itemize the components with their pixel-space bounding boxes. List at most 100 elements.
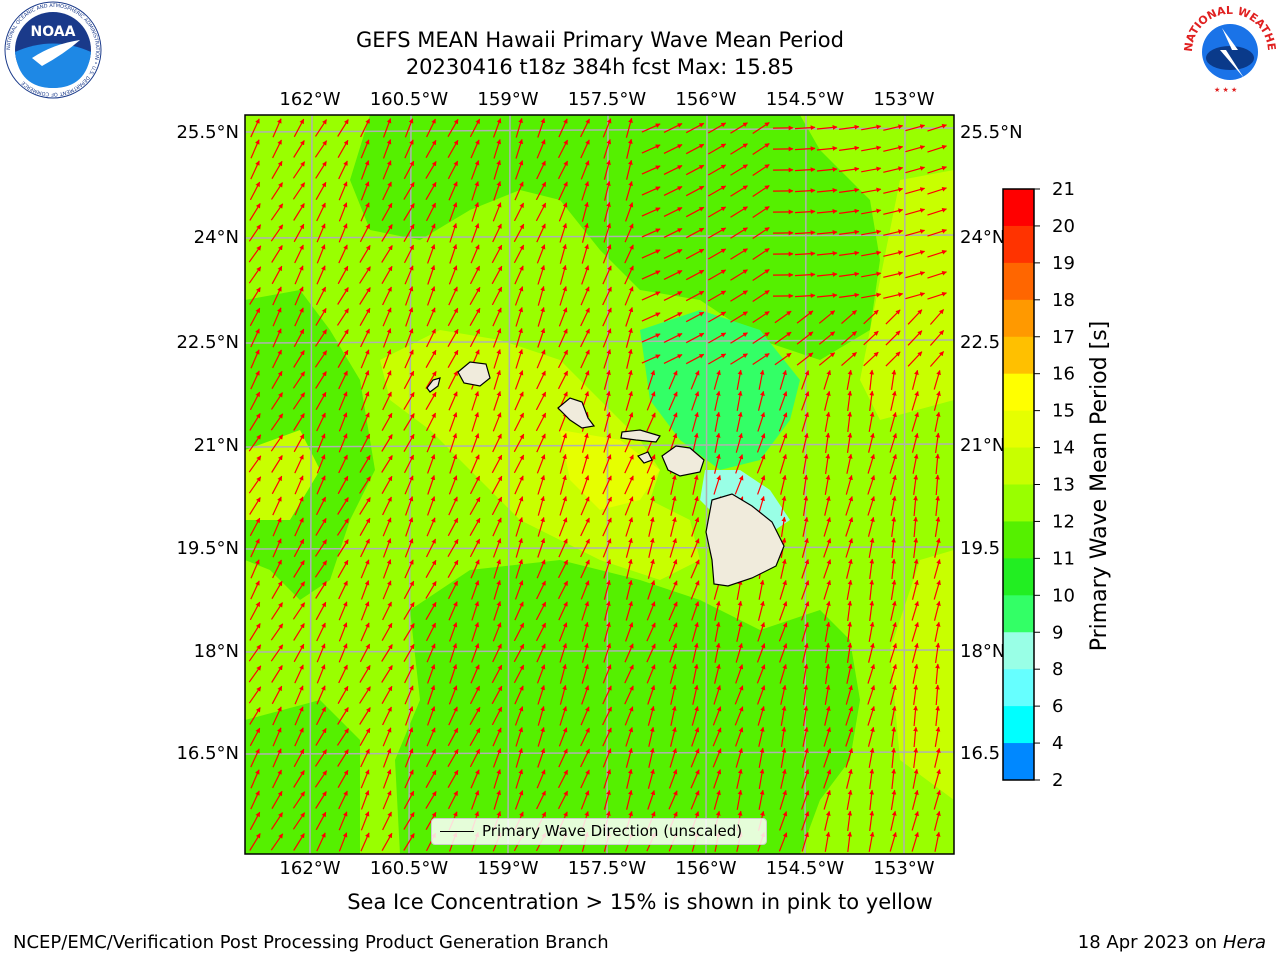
wave-direction-arrow <box>315 496 327 516</box>
wave-direction-arrow <box>403 181 415 200</box>
wave-direction-arrow <box>756 643 766 663</box>
colorbar-segment <box>1003 706 1034 744</box>
wave-direction-arrow <box>735 727 744 747</box>
wave-direction-arrow <box>314 770 328 788</box>
wave-direction-arrow <box>535 181 547 201</box>
wave-direction-arrow <box>272 748 282 768</box>
wave-direction-arrow <box>248 434 262 452</box>
wave-direction-arrow <box>714 642 721 663</box>
wave-direction-arrow <box>471 391 480 411</box>
wave-direction-arrow <box>625 622 634 642</box>
wave-direction-arrow <box>492 643 502 663</box>
wave-direction-arrow <box>736 390 743 411</box>
wave-direction-arrow <box>535 412 547 432</box>
wave-direction-arrow <box>293 623 305 641</box>
wave-direction-arrow <box>557 370 569 390</box>
wave-direction-arrow <box>557 139 569 159</box>
wave-direction-arrow <box>249 497 261 515</box>
colorbar-segment <box>1003 484 1034 522</box>
wave-direction-arrow <box>801 790 810 810</box>
wave-direction-arrow <box>780 705 787 726</box>
wave-direction-arrow <box>839 145 860 151</box>
wave-direction-arrow <box>448 685 458 705</box>
wave-direction-arrow <box>933 810 941 831</box>
wave-direction-arrow <box>249 727 261 747</box>
wave-direction-arrow <box>911 432 919 453</box>
wave-direction-arrow <box>405 496 414 516</box>
wave-direction-arrow <box>845 747 854 768</box>
wave-direction-arrow <box>250 769 260 789</box>
wave-direction-arrow <box>449 223 458 243</box>
wave-direction-arrow <box>249 181 261 201</box>
wave-direction-arrow <box>625 747 633 768</box>
wave-direction-arrow <box>360 139 370 159</box>
wave-direction-arrow <box>427 496 436 516</box>
colorbar-segment <box>1003 189 1034 227</box>
wave-direction-arrow <box>625 537 633 558</box>
wave-direction-arrow <box>249 811 261 831</box>
wave-direction-arrow <box>470 244 480 264</box>
wave-direction-arrow <box>867 516 875 537</box>
wave-direction-arrow <box>714 432 721 453</box>
wave-direction-arrow <box>647 790 656 810</box>
wave-direction-arrow <box>927 291 947 300</box>
wave-direction-arrow <box>861 229 882 236</box>
wave-direction-arrow <box>692 684 699 705</box>
wave-direction-arrow <box>624 475 634 495</box>
wave-direction-arrow <box>624 286 634 306</box>
wave-direction-arrow <box>581 201 589 222</box>
wave-direction-arrow <box>889 474 897 495</box>
wave-direction-arrow <box>933 579 941 600</box>
wave-direction-arrow <box>905 271 926 279</box>
wave-direction-arrow <box>447 559 459 578</box>
wave-direction-arrow <box>752 331 770 345</box>
noaa-logo: NOAA NATIONAL OCEANIC AND ATMOSPHERIC AD… <box>4 1 102 99</box>
wave-direction-arrow <box>294 475 304 495</box>
wave-direction-arrow <box>708 122 727 134</box>
wave-direction-arrow <box>382 727 392 747</box>
wave-direction-arrow <box>602 664 612 684</box>
wave-direction-arrow <box>861 166 882 173</box>
wave-direction-arrow <box>559 663 567 684</box>
wave-direction-arrow <box>933 558 941 579</box>
wave-direction-arrow <box>272 769 282 789</box>
wave-direction-arrow <box>515 559 523 579</box>
wave-direction-arrow <box>469 118 481 138</box>
wave-direction-arrow <box>469 475 481 495</box>
wave-direction-arrow <box>469 685 481 705</box>
wave-direction-arrow <box>535 622 547 642</box>
wave-direction-arrow <box>757 390 765 411</box>
wave-direction-arrow <box>779 391 788 411</box>
wave-direction-arrow <box>752 352 770 366</box>
lat-label-right: 21°N <box>960 435 1005 456</box>
colorbar-tick-label: 12 <box>1052 511 1075 532</box>
wave-direction-arrow <box>559 453 567 474</box>
wave-direction-arrow <box>492 412 502 432</box>
wave-direction-arrow <box>867 663 876 684</box>
wave-direction-arrow <box>685 143 705 155</box>
wave-direction-arrow <box>648 537 655 558</box>
wave-direction-arrow <box>794 272 816 278</box>
wave-direction-arrow <box>670 684 677 705</box>
wave-direction-arrow <box>663 207 683 217</box>
wave-direction-arrow <box>794 251 816 257</box>
wave-direction-arrow <box>934 516 941 537</box>
wave-direction-arrow <box>690 748 700 768</box>
noaa-logo-text: NOAA <box>31 24 76 40</box>
wave-direction-arrow <box>801 391 810 411</box>
legend-label: Primary Wave Direction (unscaled) <box>482 822 743 840</box>
wave-direction-arrow <box>535 601 547 621</box>
wave-direction-arrow <box>668 622 678 642</box>
wave-direction-arrow <box>449 202 458 222</box>
wave-direction-arrow <box>861 124 882 131</box>
wave-direction-arrow <box>425 559 437 578</box>
wave-direction-arrow <box>905 124 926 132</box>
wave-direction-arrow <box>471 412 479 432</box>
colorbar-tick-label: 4 <box>1052 733 1063 754</box>
wave-direction-arrow <box>425 202 437 222</box>
wave-direction-arrow <box>816 272 838 277</box>
wave-direction-arrow <box>493 769 501 789</box>
wave-direction-arrow <box>845 496 854 516</box>
wave-direction-arrow <box>448 496 458 516</box>
wave-direction-arrow <box>685 164 705 176</box>
